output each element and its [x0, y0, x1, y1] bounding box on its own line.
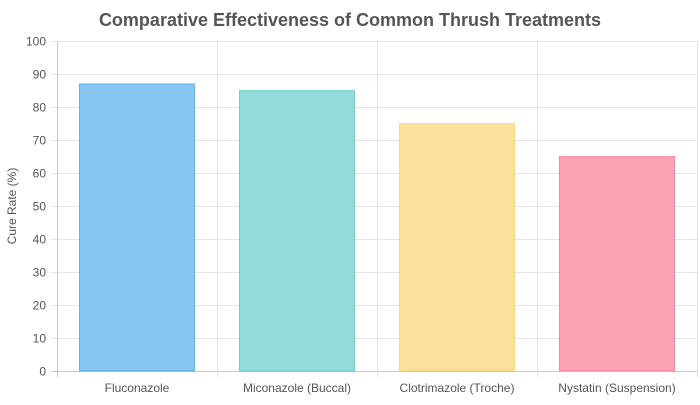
- y-tick-label: 20: [33, 299, 47, 313]
- y-axis-ticks: 0 10 20 30 40 50 60 70 80 90 100: [26, 35, 46, 379]
- y-tick-label: 50: [33, 200, 47, 214]
- x-tick-label: Fluconazole: [105, 381, 170, 395]
- y-tick-label: 80: [33, 101, 47, 115]
- y-tick-label: 40: [33, 233, 47, 247]
- x-tick-label: Miconazole (Buccal): [243, 381, 351, 395]
- y-tick-label: 100: [26, 35, 46, 49]
- x-axis-ticks: Fluconazole Miconazole (Buccal) Clotrimazo…: [105, 381, 676, 395]
- bar: [239, 90, 355, 372]
- y-tick-label: 90: [33, 68, 47, 82]
- y-tick-label: 60: [33, 167, 47, 181]
- bar: [559, 156, 675, 372]
- bars: [79, 83, 675, 372]
- bar: [79, 83, 195, 372]
- y-axis-title: Cure Rate (%): [5, 168, 19, 245]
- y-tick-label: 10: [33, 332, 47, 346]
- y-tick-label: 30: [33, 266, 47, 280]
- y-tick-label: 70: [33, 134, 47, 148]
- x-tick-label: Nystatin (Suspension): [558, 381, 675, 395]
- chart-title: Comparative Effectiveness of Common Thru…: [99, 10, 601, 30]
- y-tick-label: 0: [39, 365, 46, 379]
- x-tick-label: Clotrimazole (Troche): [400, 381, 515, 395]
- bar: [399, 123, 515, 372]
